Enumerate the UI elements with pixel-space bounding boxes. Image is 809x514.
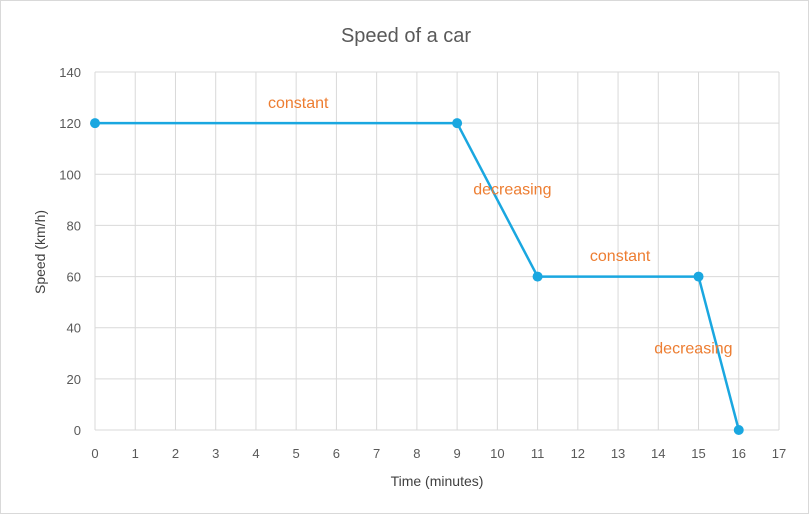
x-tick-label: 3 bbox=[212, 446, 219, 461]
annotations: constant decreasing constant decreasing bbox=[268, 95, 733, 357]
annotation-label: decreasing bbox=[473, 182, 551, 199]
x-tick-label: 12 bbox=[571, 446, 585, 461]
y-tick-label: 140 bbox=[59, 65, 81, 80]
y-tick-label: 80 bbox=[67, 218, 81, 233]
x-tick-label: 0 bbox=[91, 446, 98, 461]
data-point bbox=[693, 271, 704, 282]
x-tick-label: 1 bbox=[132, 446, 139, 461]
y-tick-label: 100 bbox=[59, 167, 81, 182]
x-tick-label: 13 bbox=[611, 446, 625, 461]
data-point bbox=[532, 271, 543, 282]
y-tick-label: 120 bbox=[59, 116, 81, 131]
data-point bbox=[452, 118, 463, 129]
x-tick-label: 7 bbox=[373, 446, 380, 461]
y-tick-label: 20 bbox=[67, 372, 81, 387]
annotation-label: decreasing bbox=[654, 340, 732, 357]
x-tick-label: 17 bbox=[772, 446, 786, 461]
y-tick-label: 0 bbox=[74, 423, 81, 438]
data-point bbox=[733, 425, 744, 435]
chart-title: Speed of a car bbox=[341, 25, 471, 47]
x-tick-label: 10 bbox=[490, 446, 504, 461]
y-tick-labels: 0 20 40 60 80 100 120 140 bbox=[59, 65, 81, 438]
x-tick-label: 4 bbox=[252, 446, 259, 461]
y-tick-label: 60 bbox=[67, 270, 81, 285]
x-tick-label: 9 bbox=[454, 446, 461, 461]
x-tick-label: 6 bbox=[333, 446, 340, 461]
x-tick-label: 5 bbox=[293, 446, 300, 461]
annotation-label: constant bbox=[590, 248, 651, 265]
x-tick-label: 8 bbox=[413, 446, 420, 461]
grid bbox=[94, 71, 780, 431]
x-axis-label: Time (minutes) bbox=[391, 473, 484, 489]
x-tick-label: 2 bbox=[172, 446, 179, 461]
x-tick-label: 16 bbox=[732, 446, 746, 461]
data-point bbox=[90, 118, 100, 129]
x-tick-label: 15 bbox=[691, 446, 705, 461]
x-tick-label: 11 bbox=[531, 446, 545, 461]
y-axis-label: Speed (km/h) bbox=[32, 210, 48, 294]
annotation-label: constant bbox=[268, 95, 329, 112]
x-tick-labels: 0 1 2 3 4 5 6 7 8 9 10 11 12 13 14 15 16 17 bbox=[91, 446, 786, 461]
x-tick-label: 14 bbox=[651, 446, 665, 461]
y-tick-label: 40 bbox=[67, 321, 81, 336]
series bbox=[90, 118, 744, 435]
